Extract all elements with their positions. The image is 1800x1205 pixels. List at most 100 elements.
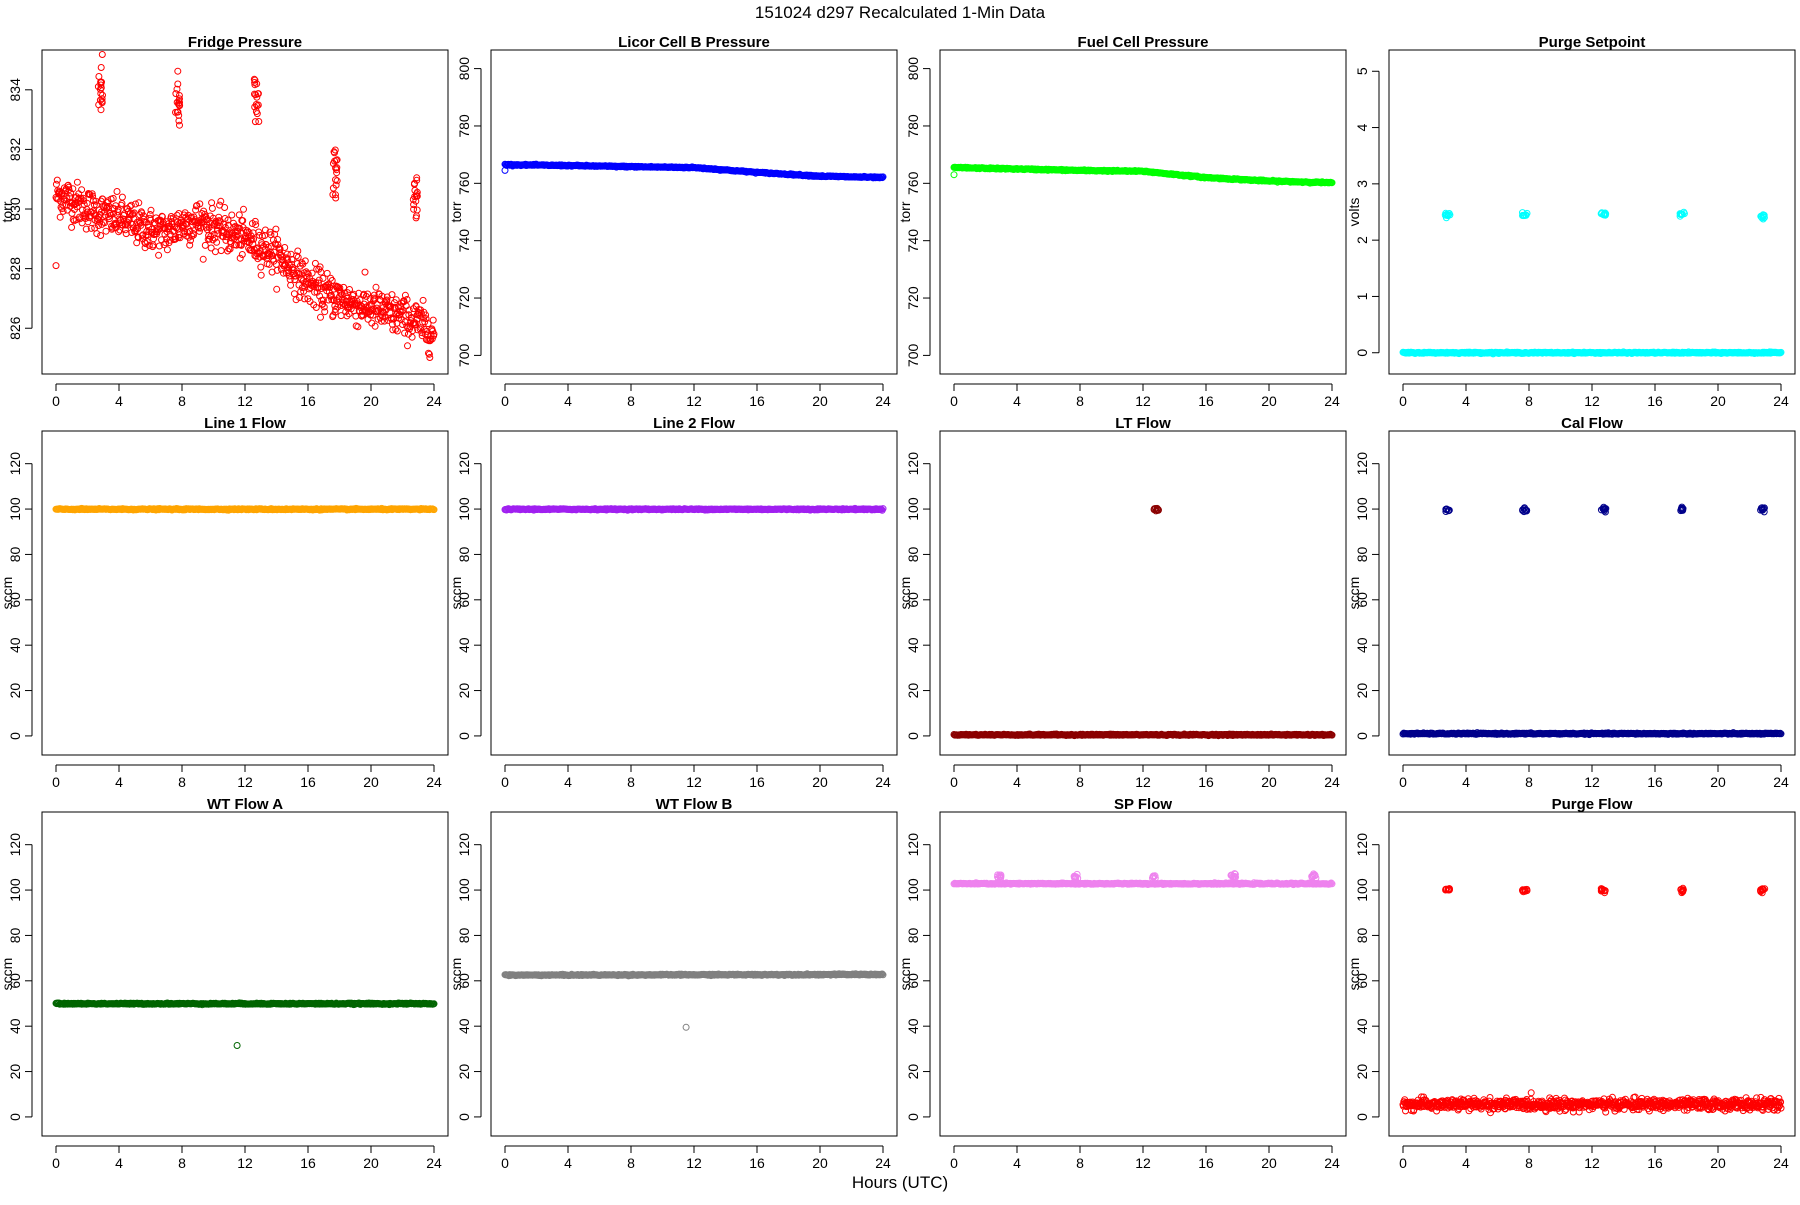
x-tick-label: 24 bbox=[426, 774, 442, 790]
panel-title: Line 1 Flow bbox=[204, 415, 286, 432]
data-point bbox=[202, 242, 208, 248]
x-tick-label: 12 bbox=[686, 393, 702, 409]
x-tick-label: 20 bbox=[1261, 774, 1277, 790]
y-tick-label: 80 bbox=[905, 546, 921, 562]
data-point bbox=[389, 292, 395, 298]
x-tick-label: 20 bbox=[363, 393, 379, 409]
y-tick-label: 740 bbox=[905, 229, 921, 253]
data-point bbox=[53, 263, 59, 269]
data-point bbox=[114, 189, 120, 195]
data-point bbox=[209, 200, 215, 206]
x-tick-label: 16 bbox=[1647, 774, 1663, 790]
x-tick-label: 24 bbox=[426, 393, 442, 409]
x-tick-label: 24 bbox=[426, 1155, 442, 1171]
y-axis-label: torr bbox=[0, 201, 15, 222]
y-tick-label: 3 bbox=[1354, 180, 1370, 188]
y-tick-label: 120 bbox=[7, 452, 23, 476]
x-tick-label: 24 bbox=[1324, 774, 1340, 790]
plot-frame bbox=[940, 431, 1346, 755]
y-tick-label: 800 bbox=[905, 57, 921, 81]
panel-title: Purge Setpoint bbox=[1539, 34, 1646, 51]
y-tick-label: 120 bbox=[1354, 452, 1370, 476]
x-tick-label: 8 bbox=[178, 774, 186, 790]
y-tick-label: 20 bbox=[1354, 683, 1370, 699]
y-tick-label: 720 bbox=[456, 286, 472, 310]
x-tick-label: 8 bbox=[1076, 393, 1084, 409]
x-tick-label: 0 bbox=[1399, 393, 1407, 409]
y-tick-label: 80 bbox=[7, 546, 23, 562]
y-tick-label: 826 bbox=[7, 316, 23, 340]
data-point bbox=[119, 194, 125, 200]
data-point bbox=[258, 272, 264, 278]
y-tick-label: 834 bbox=[7, 78, 23, 102]
y-tick-label: 0 bbox=[7, 732, 23, 740]
data-point bbox=[123, 231, 129, 237]
data-point bbox=[295, 254, 301, 260]
data-point bbox=[128, 202, 134, 208]
y-tick-label: 740 bbox=[456, 229, 472, 253]
figure-title: 151024 d297 Recalculated 1-Min Data bbox=[755, 3, 1046, 22]
data-point bbox=[69, 224, 75, 230]
data-point bbox=[209, 205, 215, 211]
y-tick-label: 0 bbox=[1354, 349, 1370, 357]
y-tick-label: 120 bbox=[7, 833, 23, 857]
y-tick-label: 0 bbox=[7, 1113, 23, 1121]
y-tick-label: 0 bbox=[456, 732, 472, 740]
spike-point bbox=[175, 68, 181, 74]
x-tick-label: 12 bbox=[1135, 774, 1151, 790]
data-points bbox=[502, 161, 886, 181]
data-point bbox=[218, 248, 224, 254]
y-tick-label: 2 bbox=[1354, 236, 1370, 244]
y-tick-label: 760 bbox=[905, 171, 921, 195]
x-tick-label: 8 bbox=[178, 393, 186, 409]
spike-point bbox=[100, 92, 106, 98]
x-tick-label: 24 bbox=[1324, 393, 1340, 409]
data-point bbox=[212, 249, 218, 255]
x-tick-label: 20 bbox=[1710, 393, 1726, 409]
data-point bbox=[147, 212, 153, 218]
x-tick-label: 0 bbox=[52, 1155, 60, 1171]
x-tick-label: 4 bbox=[1013, 393, 1021, 409]
data-point bbox=[236, 212, 242, 218]
y-tick-label: 120 bbox=[905, 452, 921, 476]
x-tick-label: 4 bbox=[115, 774, 123, 790]
data-point bbox=[288, 282, 294, 288]
y-tick-label: 832 bbox=[7, 138, 23, 162]
data-point bbox=[218, 198, 224, 204]
plot-frame bbox=[940, 50, 1346, 374]
x-tick-label: 16 bbox=[300, 393, 316, 409]
data-point bbox=[951, 172, 957, 178]
x-tick-label: 0 bbox=[52, 393, 60, 409]
x-tick-label: 24 bbox=[1773, 393, 1789, 409]
y-axis-label: sccm bbox=[0, 958, 15, 991]
x-tick-label: 8 bbox=[178, 1155, 186, 1171]
y-tick-label: 5 bbox=[1354, 67, 1370, 75]
y-tick-label: 20 bbox=[7, 683, 23, 699]
x-tick-label: 8 bbox=[627, 774, 635, 790]
panel-title: WT Flow A bbox=[207, 796, 283, 813]
x-tick-label: 12 bbox=[686, 774, 702, 790]
data-point bbox=[74, 179, 80, 185]
x-tick-label: 20 bbox=[812, 774, 828, 790]
y-tick-label: 700 bbox=[456, 344, 472, 368]
y-tick-label: 40 bbox=[456, 637, 472, 653]
y-tick-label: 40 bbox=[7, 637, 23, 653]
data-point bbox=[241, 206, 247, 212]
x-tick-label: 0 bbox=[501, 774, 509, 790]
y-tick-label: 100 bbox=[7, 497, 23, 521]
x-tick-label: 20 bbox=[1710, 774, 1726, 790]
y-axis-label: sccm bbox=[0, 577, 15, 610]
y-tick-label: 80 bbox=[7, 927, 23, 943]
x-tick-label: 8 bbox=[1525, 774, 1533, 790]
x-tick-label: 12 bbox=[1584, 393, 1600, 409]
x-tick-label: 4 bbox=[564, 774, 572, 790]
y-tick-label: 780 bbox=[905, 114, 921, 138]
